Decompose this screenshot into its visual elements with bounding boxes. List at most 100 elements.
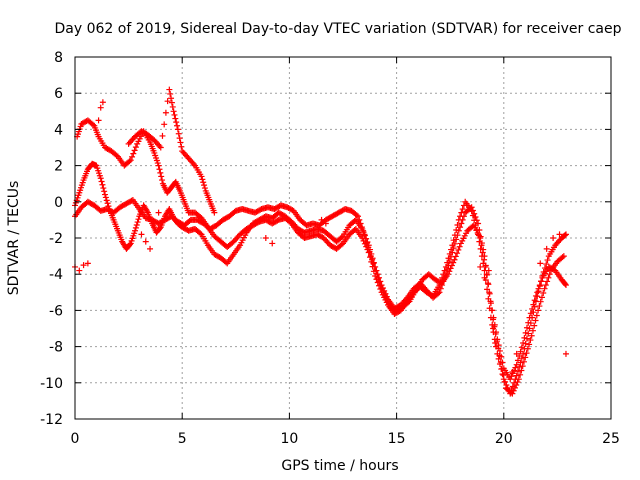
data-point	[468, 207, 475, 214]
data-point	[513, 350, 520, 357]
data-point	[131, 147, 138, 154]
data-point	[546, 271, 553, 278]
data-point	[540, 290, 547, 297]
data-point	[453, 227, 460, 234]
data-point	[318, 216, 325, 223]
data-point	[162, 109, 169, 116]
data-point	[454, 250, 461, 257]
data-point	[157, 169, 164, 176]
data-point	[539, 273, 546, 280]
data-point	[471, 217, 478, 224]
data-point	[509, 383, 516, 390]
data-point	[156, 166, 163, 173]
data-point	[161, 121, 168, 128]
data-point	[455, 216, 462, 223]
data-point	[377, 286, 384, 293]
x-tick-label: 25	[602, 431, 620, 447]
data-point	[527, 337, 534, 344]
data-point	[171, 111, 178, 118]
data-point	[478, 253, 485, 260]
data-point	[514, 368, 521, 375]
data-point	[512, 364, 519, 371]
data-point	[532, 317, 539, 324]
data-point	[99, 99, 106, 106]
data-point	[444, 259, 451, 266]
data-point	[526, 341, 533, 348]
data-point	[534, 293, 541, 300]
data-point	[105, 203, 112, 210]
data-point	[445, 255, 452, 262]
data-points	[72, 86, 569, 397]
data-point	[262, 235, 269, 241]
data-point	[199, 176, 206, 183]
data-point	[355, 213, 362, 220]
data-point	[502, 379, 509, 386]
data-point	[439, 274, 446, 281]
data-point	[538, 278, 545, 285]
data-point	[486, 290, 493, 297]
x-tick-label: 10	[280, 431, 298, 447]
y-axis-label: SDTVAR / TECUs	[6, 181, 22, 296]
y-tick-label: -10	[40, 376, 63, 392]
data-point	[100, 185, 107, 192]
data-point	[166, 86, 173, 93]
data-point	[174, 122, 181, 129]
data-point	[132, 224, 139, 231]
data-point	[168, 95, 175, 102]
data-point	[169, 103, 176, 110]
data-point	[177, 139, 184, 146]
x-axis-ticks: 0 5 10 15 20 25	[71, 57, 620, 447]
data-point	[369, 263, 376, 270]
data-point	[525, 330, 532, 337]
data-point	[90, 121, 97, 128]
data-point	[155, 162, 162, 169]
data-point	[472, 221, 479, 228]
x-tick-label: 0	[71, 431, 80, 447]
data-point	[448, 246, 455, 253]
data-point	[511, 379, 518, 386]
data-point	[550, 235, 557, 241]
data-point	[442, 263, 449, 270]
x-tick-label: 20	[495, 431, 513, 447]
data-point	[535, 288, 542, 295]
data-point	[450, 237, 457, 244]
data-point	[138, 231, 145, 238]
data-point	[531, 297, 538, 304]
data-point	[507, 376, 514, 383]
y-axis-ticks: -12 -10 -8 -6 -4 -2 0 2 4 6 8	[40, 50, 611, 428]
data-point	[523, 335, 530, 342]
data-point	[99, 181, 106, 188]
data-point	[102, 194, 109, 201]
data-point	[168, 99, 175, 106]
y-tick-label: 8	[54, 50, 63, 66]
data-point	[365, 249, 372, 256]
data-point	[523, 350, 530, 357]
data-point	[97, 175, 104, 182]
data-point	[513, 372, 520, 379]
data-point	[450, 259, 457, 266]
data-point	[521, 345, 528, 352]
data-point	[499, 371, 506, 378]
data-point	[372, 273, 379, 280]
data-point	[516, 363, 523, 370]
data-point	[200, 179, 207, 186]
data-point	[486, 305, 493, 312]
data-point	[436, 282, 443, 289]
data-point	[518, 367, 525, 374]
data-point	[126, 158, 133, 165]
data-point	[477, 263, 484, 270]
data-point	[127, 157, 134, 164]
data-point	[517, 359, 524, 366]
y-tick-label: -2	[49, 231, 63, 247]
data-point	[503, 381, 510, 388]
data-point	[157, 144, 164, 151]
data-point	[373, 276, 380, 283]
data-point	[135, 216, 142, 223]
y-tick-label: 4	[54, 122, 63, 138]
data-point	[458, 209, 465, 216]
data-point	[542, 282, 549, 289]
data-point	[147, 245, 154, 252]
data-point	[476, 238, 483, 245]
data-point	[541, 265, 548, 272]
